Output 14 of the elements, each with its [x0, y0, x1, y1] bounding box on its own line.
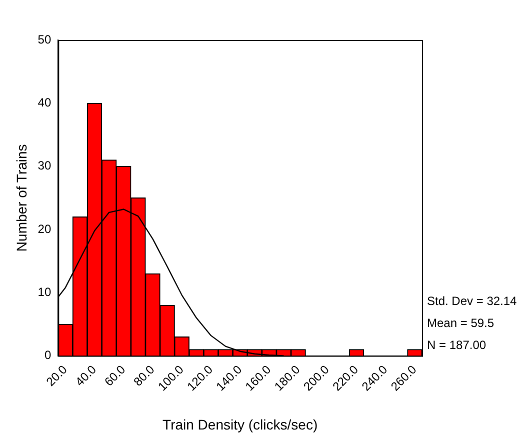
x-tick-label: 40.0: [72, 362, 100, 389]
y-tick-label: 50: [38, 32, 52, 46]
text: N = 187.00: [427, 338, 486, 352]
y-tick-label: 30: [38, 158, 52, 173]
y-axis-title: Number of Trains: [13, 144, 30, 252]
y-tick-label: 0: [44, 348, 52, 362]
x-axis-title: Train Density (clicks/sec): [162, 416, 318, 432]
text: Mean = 59.5: [427, 316, 494, 330]
y-tick-label: 20: [38, 222, 52, 236]
y-tick-label: 40: [38, 95, 52, 110]
text: Std. Dev = 32.14: [427, 294, 518, 308]
y-tick-label: 10: [38, 284, 52, 299]
x-tick-label: 80.0: [130, 362, 158, 389]
x-tick-label: 60.0: [102, 362, 128, 389]
